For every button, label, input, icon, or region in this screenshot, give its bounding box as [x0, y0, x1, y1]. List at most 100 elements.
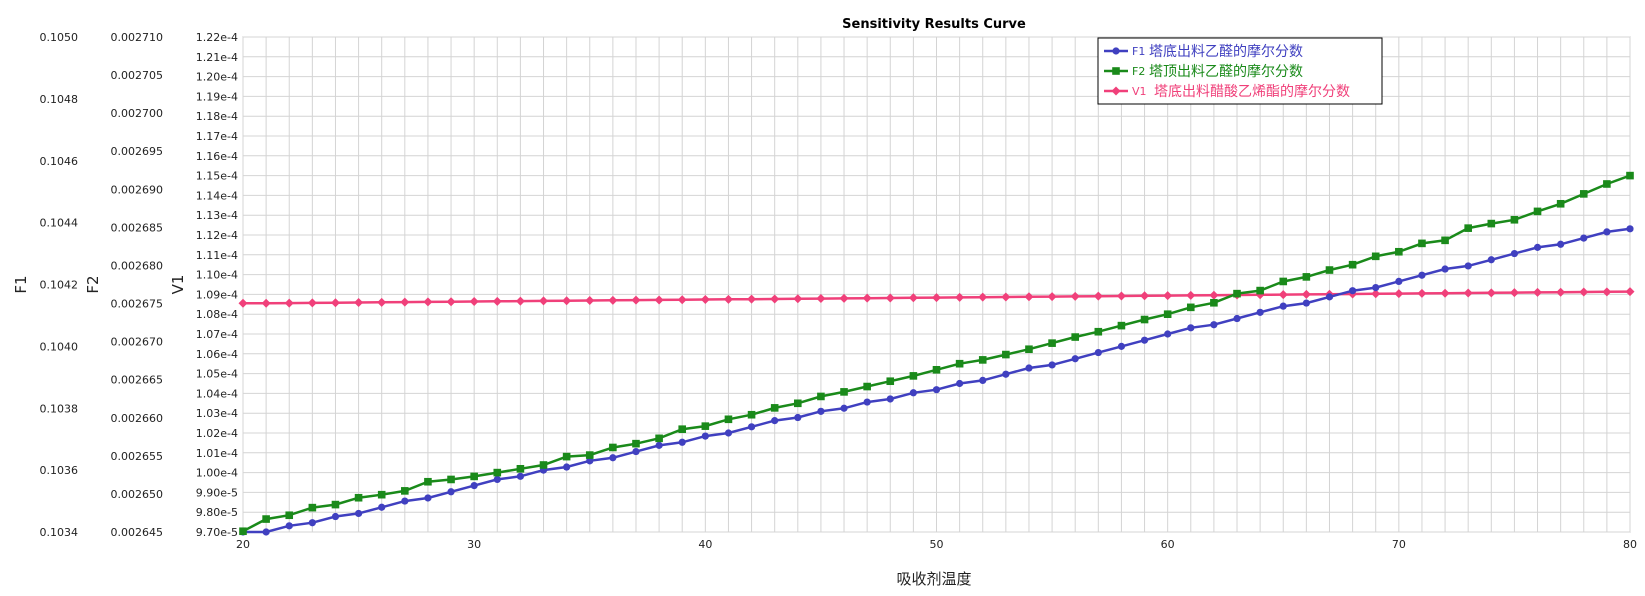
data-point-f1: [1210, 321, 1218, 329]
data-point-f2: [678, 425, 687, 433]
data-point-f1: [401, 497, 409, 505]
data-point-v1: [723, 294, 733, 304]
data-point-f1: [1603, 228, 1611, 236]
legend-item-v1: V1 塔底出料醋酸乙烯酯的摩尔分数: [1104, 83, 1350, 100]
legend-key: F1: [1132, 45, 1145, 58]
data-point-f1: [563, 463, 571, 471]
y-tick-label-v1: 1.16e-4: [196, 150, 238, 163]
data-point-v1: [330, 298, 340, 308]
data-point-v1: [654, 295, 664, 305]
y-tick-label-f2: 0.002645: [111, 526, 164, 539]
y-tick-label-v1: 9.70e-5: [196, 526, 238, 539]
y-axis-f2: 0.002645 0.002650 0.002655 0.002660 0.002665…: [84, 31, 163, 539]
data-point-v1: [1440, 288, 1450, 298]
data-point-f1: [1325, 293, 1334, 301]
data-point-v1: [1371, 289, 1381, 299]
y-axis-title-v1: V1: [169, 275, 187, 295]
data-point-v1: [238, 298, 248, 308]
data-point-f2: [401, 487, 409, 495]
data-point-f2: [1140, 315, 1149, 324]
series-f1: [239, 225, 1634, 536]
y-tick-label-f1: 0.1038: [40, 402, 79, 415]
y-axis-v1: 9.70e-5 9.80e-5 9.90e-5 1.00e-4 1.01e-4 1.02e…: [169, 31, 238, 539]
y-axis-title-f2: F2: [84, 275, 102, 293]
y-axis-title-f1: F1: [12, 275, 30, 293]
data-point-f2: [886, 377, 895, 386]
data-point-f1: [701, 432, 709, 440]
y-tick-label-f2: 0.002705: [111, 69, 164, 82]
data-point-f2: [632, 439, 640, 448]
data-point-f2: [701, 422, 710, 430]
data-point-f1: [609, 454, 617, 462]
data-point-f1: [470, 481, 478, 490]
y-axis-f1: 0.1034 0.1036 0.1038 0.1040 0.1042 0.1044 0.10…: [12, 31, 78, 539]
data-point-f1: [262, 528, 270, 536]
y-tick-label-f1: 0.1042: [40, 279, 79, 292]
data-point-f1: [331, 512, 340, 521]
data-point-f2: [447, 475, 455, 484]
x-tick-label: 30: [467, 538, 481, 551]
y-tick-label-f2: 0.002675: [111, 298, 164, 311]
data-point-v1: [515, 296, 525, 306]
data-point-f1: [794, 413, 802, 422]
data-point-v1: [978, 292, 988, 302]
x-tick-label: 80: [1623, 538, 1637, 551]
data-point-v1: [747, 294, 757, 304]
data-point-f1: [771, 417, 779, 425]
data-point-f1: [1372, 283, 1380, 292]
data-point-f1: [1626, 225, 1634, 233]
data-point-f2: [1117, 321, 1126, 330]
legend-item-f2: F2 塔顶出料乙醛的摩尔分数: [1104, 63, 1303, 80]
data-point-f1: [1164, 330, 1172, 338]
legend-label: 塔底出料醋酸乙烯酯的摩尔分数: [1154, 83, 1350, 100]
data-point-v1: [539, 296, 549, 306]
data-point-f2: [1626, 171, 1634, 180]
data-point-f2: [1071, 333, 1079, 341]
y-tick-label-v1: 1.17e-4: [196, 130, 238, 143]
data-point-v1: [377, 297, 387, 307]
legend-label: 塔底出料乙醛的摩尔分数: [1149, 43, 1303, 60]
data-point-v1: [608, 295, 618, 305]
data-point-f2: [609, 443, 617, 452]
y-tick-label-v1: 1.21e-4: [196, 51, 238, 64]
y-tick-label-v1: 1.10e-4: [196, 269, 238, 282]
data-point-f2: [539, 461, 548, 469]
data-point-v1: [1186, 290, 1196, 300]
y-tick-label-v1: 1.22e-4: [196, 31, 238, 44]
data-point-f1: [354, 509, 363, 518]
y-tick-label-v1: 1.09e-4: [196, 288, 238, 301]
y-tick-label-v1: 1.02e-4: [196, 427, 238, 440]
data-point-v1: [932, 293, 941, 303]
data-point-f2: [1579, 190, 1588, 198]
legend-item-f1: F1 塔底出料乙醛的摩尔分数: [1104, 43, 1303, 60]
data-point-v1: [1602, 287, 1612, 297]
data-point-f2: [1256, 286, 1264, 295]
axes-layer: 20 30 40 50 60 70 800.10340.10360.10380.10400.…: [12, 31, 1637, 551]
data-point-f2: [1395, 247, 1403, 256]
data-point-f2: [1048, 339, 1056, 347]
data-point-f2: [424, 477, 432, 486]
y-tick-label-v1: 1.06e-4: [196, 348, 238, 361]
data-point-f2: [1464, 224, 1472, 232]
data-point-f2: [655, 434, 663, 443]
y-tick-label-f1: 0.1048: [40, 93, 79, 106]
data-point-f2: [1210, 298, 1218, 307]
y-tick-label-v1: 9.90e-5: [196, 486, 238, 499]
data-point-f2: [1603, 180, 1611, 188]
data-point-v1: [1394, 289, 1404, 299]
data-point-f2: [1186, 303, 1195, 312]
data-point-v1: [446, 297, 456, 307]
data-point-f1: [886, 395, 894, 403]
chart-title: Sensitivity Results Curve: [842, 17, 1026, 32]
legend-marker: [1112, 67, 1120, 75]
data-point-f2: [1441, 236, 1449, 245]
data-point-f2: [724, 415, 733, 424]
data-point-f2: [354, 493, 363, 502]
x-axis-title: 吸收剂温度: [896, 570, 971, 588]
y-tick-label-f2: 0.002650: [111, 488, 164, 501]
data-point-f1: [1140, 336, 1149, 344]
data-point-f1: [632, 447, 640, 456]
y-tick-label-v1: 1.20e-4: [196, 71, 238, 84]
y-tick-label-v1: 1.12e-4: [196, 229, 238, 242]
